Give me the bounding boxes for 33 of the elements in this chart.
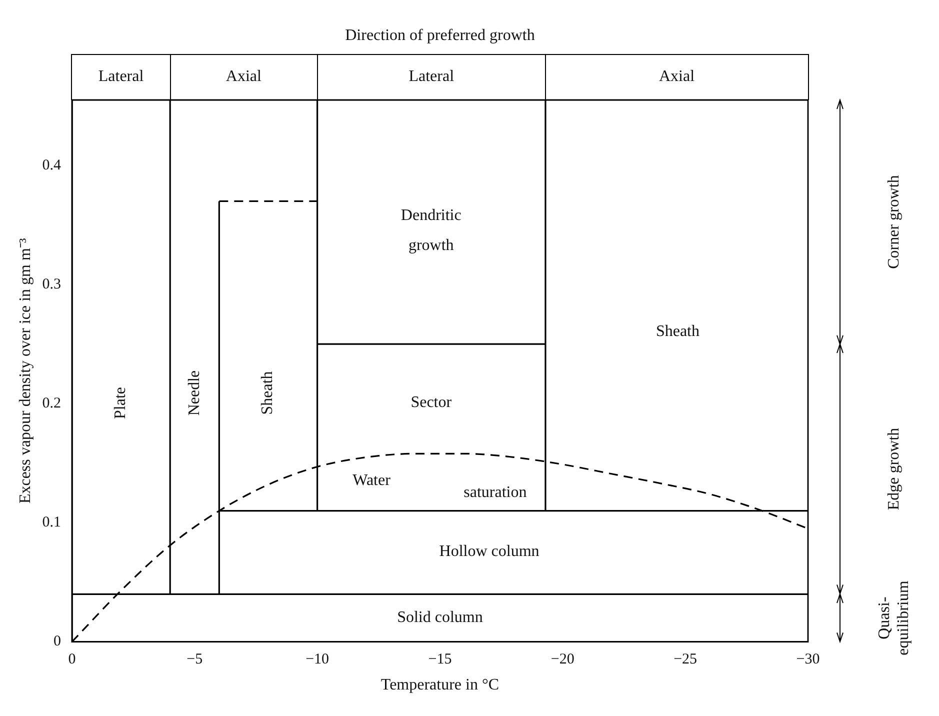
- annotation: Needle: [186, 370, 204, 416]
- annotation: growth: [408, 237, 454, 256]
- text: Lateral: [98, 68, 144, 86]
- text: Axial: [658, 68, 695, 86]
- y-tick-label: 0.2: [42, 396, 61, 412]
- annotation: Plate: [112, 387, 130, 420]
- text: Lateral: [408, 68, 454, 86]
- x-tick-label: −25: [674, 652, 698, 668]
- annotation: Dendritic: [400, 207, 462, 226]
- x-tick-label: −5: [186, 652, 203, 668]
- annotation: Solid column: [397, 608, 483, 627]
- y-tick-label: 0.3: [42, 276, 61, 293]
- annotation: Sheath: [656, 323, 700, 342]
- x-tick-label: −15: [428, 652, 452, 668]
- text: Corner growth: [884, 174, 904, 270]
- x-tick-label: 0: [68, 652, 76, 668]
- text: Axial: [226, 68, 262, 86]
- annotation: Sector: [410, 394, 452, 412]
- annotation: saturation: [464, 484, 527, 502]
- text: Quasi-equilibrium: [875, 580, 913, 658]
- y-tick-label: 0.1: [42, 514, 61, 531]
- annotation: Sheath: [259, 370, 278, 414]
- y-axis-title: Excess vapour density over ice in gm m⁻³: [16, 238, 34, 504]
- x-tick-label: −20: [550, 652, 574, 668]
- y-tick-label: 0: [53, 634, 61, 650]
- y-tick-label: 0.4: [42, 157, 62, 174]
- text: Edge growth: [884, 427, 904, 512]
- annotation: Water: [352, 472, 390, 490]
- x-tick-label: −10: [306, 652, 330, 668]
- chart-title: Direction of preferred growth: [345, 27, 535, 45]
- x-tick-label: −30: [796, 652, 820, 668]
- x-axis-title: Temperature in °C: [380, 676, 500, 694]
- annotation: Hollow column: [439, 543, 540, 562]
